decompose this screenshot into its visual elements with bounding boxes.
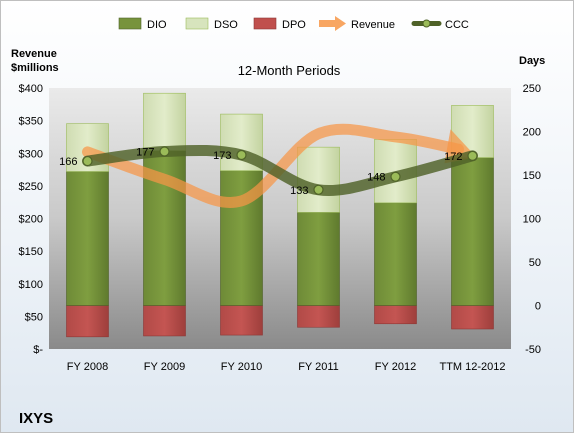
dpo-bar xyxy=(451,305,494,330)
ccc-data-label: 173 xyxy=(213,150,231,162)
ccc-data-label: 133 xyxy=(290,185,308,197)
right-axis-ticks: -50 0 50 100 150 200 250 xyxy=(523,83,541,356)
dpo-bar xyxy=(143,305,186,337)
right-tick-label: -50 xyxy=(525,344,541,356)
right-tick-label: 0 xyxy=(535,301,541,313)
left-tick-label: $200 xyxy=(19,214,43,226)
legend-swatch-dpo xyxy=(253,17,277,30)
right-axis-title: Days xyxy=(519,55,545,67)
x-axis-ticks: FY 2008 FY 2009 FY 2010 FY 2011 FY 2012 TTM 1… xyxy=(67,361,506,373)
ccc-point xyxy=(236,149,247,161)
legend-swatch-dso xyxy=(185,17,209,30)
dpo-bar xyxy=(66,305,109,338)
dpo-bar xyxy=(220,305,263,336)
left-tick-label: $100 xyxy=(19,279,43,291)
x-tick-label: FY 2010 xyxy=(221,361,262,373)
legend-label-revenue: Revenue xyxy=(351,19,395,31)
x-tick-label: FY 2012 xyxy=(375,361,416,373)
ccc-data-label: 148 xyxy=(367,172,385,184)
chart-subtitle: 12-Month Periods xyxy=(238,63,341,78)
left-tick-label: $350 xyxy=(19,116,43,128)
left-tick-label: $300 xyxy=(19,148,43,160)
x-tick-label: FY 2009 xyxy=(144,361,185,373)
left-axis-title-line2: $millions xyxy=(11,62,59,74)
dpo-bar xyxy=(374,305,417,325)
right-tick-label: 100 xyxy=(523,214,541,226)
x-tick-label: FY 2011 xyxy=(298,361,339,373)
dio-bar xyxy=(297,212,340,306)
ccc-point xyxy=(467,150,478,161)
legend-arrow-revenue xyxy=(319,16,346,31)
dso-bar xyxy=(143,92,186,151)
dpo-bar xyxy=(297,305,340,328)
ccc-point xyxy=(159,146,170,157)
legend-label-ccc: CCC xyxy=(445,19,469,31)
right-tick-label: 50 xyxy=(529,257,541,269)
left-tick-label: $250 xyxy=(19,181,43,193)
left-tick-label: $400 xyxy=(19,83,43,95)
left-axis-title-line1: Revenue xyxy=(11,48,57,60)
ccc-series-line xyxy=(82,144,478,196)
legend: DIO DSO DPO Revenue CCC xyxy=(118,16,469,31)
left-tick-label: $150 xyxy=(19,246,43,258)
ccc-point xyxy=(82,155,93,167)
ccc-data-label: 177 xyxy=(136,147,154,159)
ccc-data-label: 172 xyxy=(444,151,462,163)
ccc-point xyxy=(313,184,324,195)
dio-bar xyxy=(451,157,494,306)
right-tick-label: 250 xyxy=(523,83,541,95)
plot-area xyxy=(49,88,511,349)
right-tick-label: 150 xyxy=(523,170,541,182)
ccc-line: 166 177 173 133 148 172 xyxy=(59,144,478,197)
legend-label-dso: DSO xyxy=(214,19,238,31)
ccc-data-label: 166 xyxy=(59,156,77,168)
legend-marker-ccc xyxy=(422,19,431,28)
right-tick-label: 200 xyxy=(523,127,541,139)
ccc-point xyxy=(390,171,401,182)
left-axis-ticks: $- $50 $100 $150 $200 $250 $300 $350 $400 xyxy=(19,83,44,356)
dio-bar xyxy=(374,202,417,306)
x-tick-label: TTM 12-2012 xyxy=(439,361,505,373)
x-tick-label: FY 2008 xyxy=(67,361,108,373)
legend-swatch-dio xyxy=(118,17,142,30)
left-tick-label: $- xyxy=(33,344,43,356)
company-name: IXYS xyxy=(19,410,53,427)
left-tick-label: $50 xyxy=(25,311,43,323)
dio-bar xyxy=(66,171,109,306)
legend-label-dio: DIO xyxy=(147,19,167,31)
legend-label-dpo: DPO xyxy=(282,19,306,31)
